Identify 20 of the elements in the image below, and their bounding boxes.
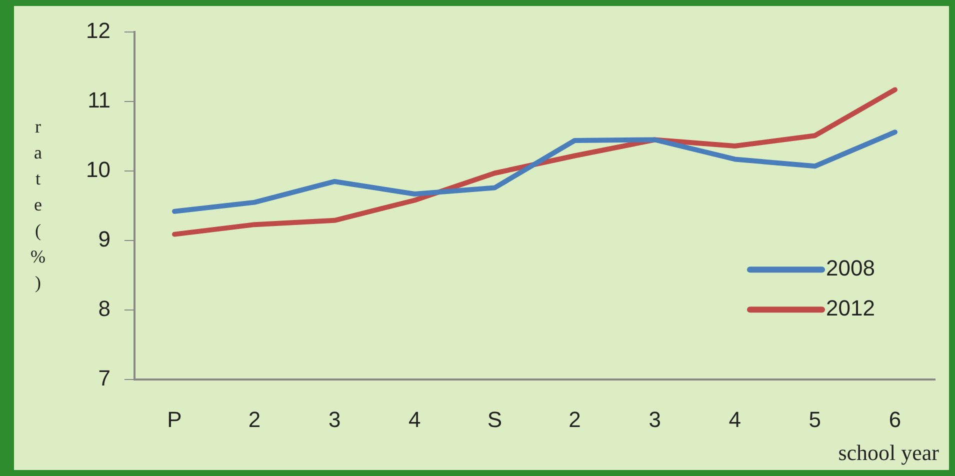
- x-tick-label: P: [167, 406, 182, 432]
- y-tick-label: 10: [86, 157, 110, 182]
- y-tick-label: 8: [98, 296, 110, 322]
- y-tick-label: 12: [86, 18, 110, 44]
- y-tick-label: 9: [98, 226, 110, 252]
- x-tick-label: 4: [408, 406, 421, 432]
- legend-label: 2008: [826, 256, 875, 281]
- x-tick-label: S: [487, 406, 502, 432]
- y-tick-label: 11: [88, 88, 110, 113]
- x-tick-label: 3: [328, 406, 341, 432]
- y-tick-label: 7: [98, 366, 110, 391]
- legend-label: 2012: [826, 296, 875, 321]
- x-tick-label: 6: [888, 406, 902, 432]
- y-axis-title: rate(%): [30, 116, 46, 293]
- x-tick-label: 2: [568, 406, 581, 432]
- x-axis-title: school year: [838, 440, 940, 465]
- x-tick-label: 3: [648, 406, 661, 432]
- x-tick-label: 5: [808, 406, 822, 432]
- x-tick-label: 2: [248, 406, 261, 432]
- x-tick-label: 4: [728, 406, 741, 432]
